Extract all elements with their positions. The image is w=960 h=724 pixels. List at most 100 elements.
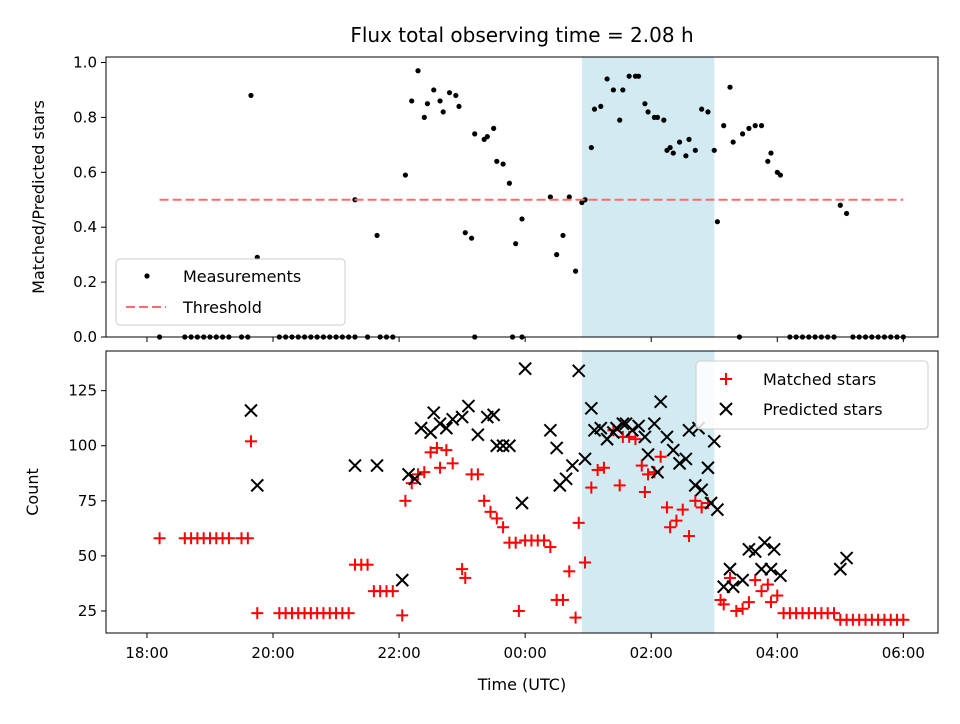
matched-point bbox=[764, 596, 777, 609]
measurement-point bbox=[654, 114, 661, 120]
measurement-point bbox=[519, 216, 525, 222]
measurement-point bbox=[765, 158, 771, 164]
matched-point bbox=[670, 514, 683, 527]
predicted-point bbox=[502, 439, 517, 453]
measurement-point bbox=[777, 172, 784, 178]
predicted-point bbox=[754, 562, 769, 576]
predicted-point bbox=[439, 421, 454, 435]
matched-point bbox=[471, 468, 484, 481]
measurement-point bbox=[513, 241, 519, 247]
xtick-label: 06:00 bbox=[882, 644, 925, 662]
predicted-point bbox=[471, 428, 485, 442]
measurement-point bbox=[591, 106, 598, 112]
measurement-point bbox=[758, 123, 765, 129]
predicted-point bbox=[625, 423, 640, 438]
measurement-point bbox=[617, 117, 623, 123]
matched-point bbox=[222, 532, 235, 545]
matched-point bbox=[572, 516, 585, 529]
matched-point bbox=[434, 461, 447, 474]
measurement-point bbox=[837, 202, 843, 208]
measurement-point bbox=[472, 131, 478, 137]
matched-point bbox=[828, 607, 840, 620]
measurement-point bbox=[711, 147, 717, 153]
legend-marker-measurements bbox=[144, 273, 150, 279]
matched-point bbox=[538, 534, 551, 547]
matched-point bbox=[544, 541, 557, 554]
measurement-point bbox=[667, 144, 673, 151]
matched-point bbox=[497, 521, 510, 534]
ytick-label: 125 bbox=[68, 382, 97, 400]
measurement-point bbox=[645, 109, 651, 115]
measurement-point bbox=[642, 101, 648, 107]
matched-point bbox=[761, 578, 774, 591]
predicted-point bbox=[408, 472, 422, 486]
predicted-point bbox=[701, 461, 715, 475]
measurement-point bbox=[437, 98, 443, 104]
predicted-point bbox=[707, 434, 721, 449]
predicted-point bbox=[716, 580, 731, 594]
measurement-point bbox=[484, 134, 490, 140]
xtick-label: 20:00 bbox=[251, 644, 294, 662]
xtick-label: 18:00 bbox=[125, 644, 168, 662]
matched-point bbox=[635, 459, 648, 472]
matched-point bbox=[399, 494, 412, 507]
predicted-point bbox=[461, 399, 476, 413]
predicted-point bbox=[559, 472, 573, 486]
matched-point bbox=[459, 571, 472, 584]
measurement-point bbox=[604, 76, 610, 82]
matched-point bbox=[664, 521, 677, 534]
predicted-point bbox=[710, 502, 725, 517]
predicted-point bbox=[490, 439, 504, 453]
matched-point bbox=[556, 593, 569, 606]
matched-point bbox=[629, 433, 642, 446]
matched-point bbox=[642, 468, 655, 481]
measurement-point bbox=[727, 84, 733, 90]
predicted-point bbox=[370, 458, 384, 473]
predicted-point bbox=[594, 421, 608, 435]
ytick-label: 0.6 bbox=[73, 163, 97, 181]
legend-label-matched: Matched stars bbox=[763, 370, 876, 389]
measurement-point bbox=[768, 150, 774, 156]
predicted-point bbox=[723, 562, 737, 576]
predicted-point bbox=[427, 405, 441, 420]
predicted-point bbox=[631, 419, 646, 433]
measurement-point bbox=[686, 136, 692, 142]
matched-point bbox=[430, 441, 443, 454]
predicted-point bbox=[773, 569, 788, 583]
matched-point bbox=[361, 558, 374, 571]
predicted-point bbox=[250, 478, 264, 493]
measurement-point bbox=[494, 158, 500, 164]
panel-ratio: 0.0 0.2 0.4 0.6 0.8 1.0 Matched/Predicted sta… bbox=[29, 53, 939, 346]
predicted-point bbox=[672, 456, 687, 471]
measurement-point bbox=[598, 103, 604, 110]
measurement-point bbox=[468, 235, 475, 241]
matched-point bbox=[689, 494, 702, 507]
measurement-point bbox=[670, 150, 676, 156]
measurement-point bbox=[500, 161, 506, 167]
matched-point bbox=[396, 609, 409, 622]
matched-point bbox=[241, 532, 254, 545]
predicted-point bbox=[348, 458, 362, 473]
matched-point bbox=[579, 556, 592, 569]
chart-title: Flux total observing time = 2.08 h bbox=[350, 23, 693, 47]
measurement-point bbox=[572, 268, 579, 274]
ylabel-bottom: Count bbox=[23, 468, 42, 516]
predicted-point bbox=[650, 465, 665, 479]
predicted-point bbox=[735, 573, 750, 587]
ytick-label: 100 bbox=[68, 437, 97, 455]
plot-frame-top bbox=[105, 56, 939, 338]
measurement-point bbox=[421, 114, 427, 120]
predicted-point bbox=[647, 416, 662, 431]
predicted-point bbox=[244, 403, 258, 418]
matched-point bbox=[597, 461, 610, 474]
xtick-label: 22:00 bbox=[377, 644, 420, 662]
predicted-point bbox=[578, 452, 592, 466]
matched-point bbox=[440, 444, 453, 457]
predicted-point bbox=[496, 439, 510, 453]
predicted-point bbox=[679, 452, 693, 466]
measurement-point bbox=[610, 87, 616, 93]
measurement-point bbox=[582, 197, 588, 203]
predicted-point bbox=[515, 496, 529, 510]
matched-point bbox=[585, 481, 598, 494]
